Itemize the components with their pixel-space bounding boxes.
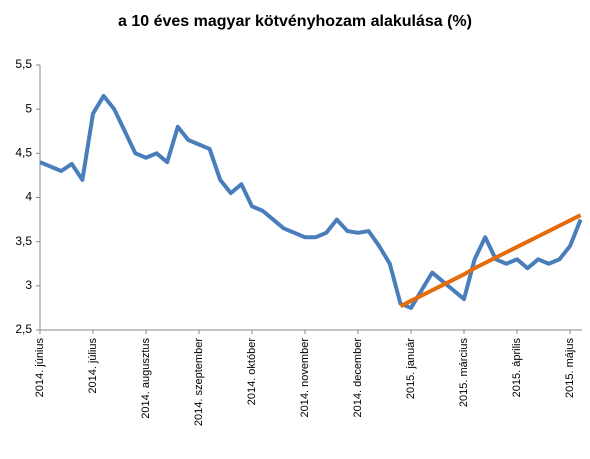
y-tick-label: 4,5 xyxy=(15,146,32,160)
x-tick-label: 2014. július xyxy=(87,338,99,394)
series-line xyxy=(39,93,583,310)
x-tick-label: 2014. szeptember xyxy=(193,338,205,426)
x-tick-label: 2014. június xyxy=(34,338,46,398)
chart-title: a 10 éves magyar kötvényhozam alakulása … xyxy=(118,13,472,30)
y-tick-label: 5 xyxy=(25,101,32,115)
y-tick-label: 2,5 xyxy=(15,322,32,336)
y-tick-label: 3,5 xyxy=(15,234,32,248)
x-tick-label: 2015. április xyxy=(511,338,523,398)
x-tick-label: 2014. november xyxy=(299,338,311,418)
x-tick-label: 2015. január xyxy=(405,338,417,399)
y-tick-label: 3 xyxy=(25,278,32,292)
x-tick-label: 2015. március xyxy=(458,338,470,408)
x-tick-label: 2015. május xyxy=(564,338,576,398)
x-tick-label: 2014. október xyxy=(246,338,258,406)
y-tick-label: 4 xyxy=(25,190,32,204)
series-line xyxy=(399,213,582,308)
x-tick-label: 2014. augusztus xyxy=(140,338,152,419)
x-tick-label: 2014. december xyxy=(352,338,364,418)
y-tick-label: 5,5 xyxy=(15,57,32,71)
